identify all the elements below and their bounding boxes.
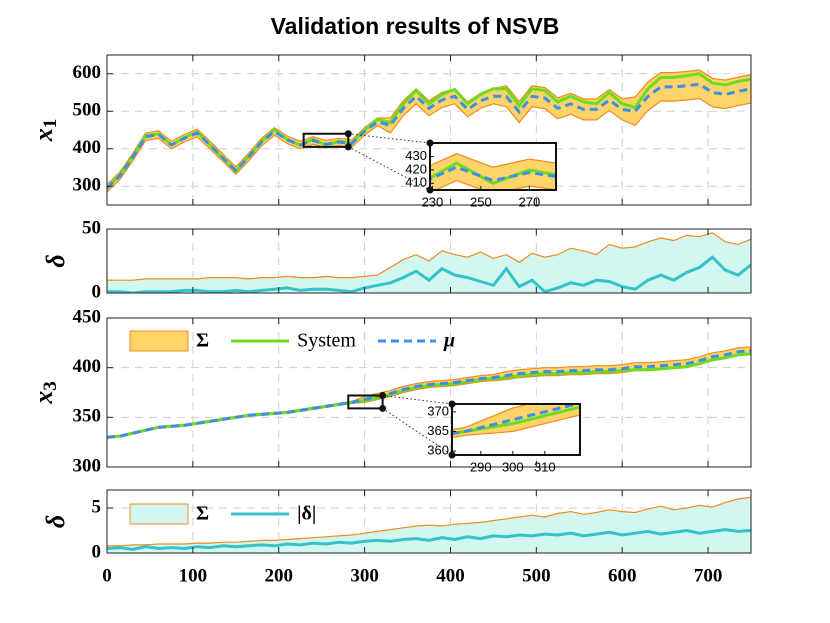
legend-label: System bbox=[297, 330, 356, 352]
y-tick-label: 0 bbox=[92, 541, 102, 562]
series-line bbox=[107, 255, 751, 293]
plot-area bbox=[107, 232, 751, 293]
inset-x-tick-label: 300 bbox=[502, 459, 524, 474]
inset: 290 300 310 360 365 370 bbox=[427, 403, 581, 474]
y-axis-label: δ bbox=[41, 515, 70, 528]
y-axis-label: x3 bbox=[29, 381, 61, 405]
zoom-box bbox=[347, 394, 384, 410]
x-tick-label: 700 bbox=[694, 565, 723, 586]
axes-frame bbox=[106, 228, 752, 294]
connector-dot bbox=[426, 139, 434, 147]
connector-dot bbox=[448, 451, 456, 459]
y-tick-label: 450 bbox=[73, 306, 102, 327]
band-edge bbox=[107, 69, 751, 185]
panel: 300 350 400 450 x3 bbox=[29, 306, 752, 476]
y-tick-label: 300 bbox=[73, 455, 102, 476]
axes-frame bbox=[106, 54, 752, 206]
plot-area bbox=[107, 346, 751, 439]
inset-x-tick-label: 290 bbox=[470, 459, 492, 474]
legend-label: Σ bbox=[196, 330, 209, 352]
legend-swatch bbox=[129, 330, 189, 352]
x-tick-label: 600 bbox=[608, 565, 637, 586]
y-tick-label: 400 bbox=[73, 356, 102, 377]
subscript: 1 bbox=[40, 119, 61, 129]
inset-y-tick-label: 370 bbox=[427, 403, 449, 418]
inset-y-tick-label: 430 bbox=[405, 148, 427, 163]
inset-y-tick-label: 365 bbox=[427, 423, 449, 438]
y-axis-label: x1 bbox=[29, 119, 61, 143]
y-tick-label: 300 bbox=[73, 175, 102, 196]
y-tick-label: 0 bbox=[92, 281, 102, 302]
sigma-edge bbox=[107, 496, 751, 547]
inset-x-tick-label: 250 bbox=[470, 194, 492, 209]
series-line bbox=[107, 349, 751, 439]
sigma-band bbox=[430, 153, 556, 190]
y-tick-label: 400 bbox=[73, 137, 102, 158]
chart-title: Validation results of NSVB bbox=[271, 13, 560, 39]
sigma-area bbox=[107, 232, 751, 293]
y-tick-label: 5 bbox=[92, 496, 102, 517]
zoom-connector bbox=[348, 146, 431, 191]
inset-y-tick-label: 360 bbox=[427, 443, 449, 458]
plot-area bbox=[107, 496, 751, 553]
x-tick-label: 100 bbox=[179, 565, 208, 586]
x-tick-label: 200 bbox=[264, 565, 293, 586]
sigma-band bbox=[107, 70, 751, 192]
zoom-box bbox=[302, 132, 350, 148]
panel: 300 400 500 600 x1 bbox=[29, 54, 752, 206]
x-tick-label: 300 bbox=[350, 565, 379, 586]
x-tick-label: 500 bbox=[522, 565, 551, 586]
legend: Σ System μ bbox=[129, 330, 455, 352]
inset-y-tick-label: 420 bbox=[405, 161, 427, 176]
axes-frame bbox=[106, 317, 752, 468]
inset-x-tick-label: 230 bbox=[422, 194, 444, 209]
connector-dot bbox=[379, 404, 387, 412]
inset-x-tick-label: 270 bbox=[518, 194, 540, 209]
x-tick-label: 0 bbox=[102, 565, 112, 586]
inset-y-tick-label: 410 bbox=[405, 175, 427, 190]
series-line bbox=[107, 82, 751, 190]
axes-frame bbox=[106, 489, 752, 554]
connector-dot bbox=[426, 186, 434, 194]
panel: 0 50 δ bbox=[41, 217, 752, 302]
inset-frame bbox=[451, 403, 581, 456]
y-tick-label: 350 bbox=[73, 406, 102, 427]
panel: 0 100 200 300 400 500 600 700 0 5 δ bbox=[41, 489, 752, 586]
legend-label: Σ bbox=[196, 503, 209, 525]
legend: Σ |δ| bbox=[129, 503, 316, 525]
band-edge bbox=[107, 97, 751, 193]
legend-label: |δ| bbox=[297, 503, 316, 525]
y-tick-label: 500 bbox=[73, 100, 102, 121]
plot-area bbox=[452, 404, 580, 439]
zoom-connector bbox=[348, 133, 431, 144]
legend-swatch bbox=[129, 503, 189, 525]
plot-area bbox=[430, 153, 556, 190]
y-axis-label: δ bbox=[41, 254, 70, 267]
x-tick-label: 400 bbox=[436, 565, 465, 586]
legend-label: μ bbox=[443, 330, 455, 352]
series-line bbox=[107, 528, 751, 551]
sigma-edge bbox=[107, 232, 751, 281]
connector-dot bbox=[344, 143, 352, 151]
connector-dot bbox=[344, 130, 352, 138]
inset-x-tick-label: 310 bbox=[534, 459, 556, 474]
connector-dot bbox=[379, 391, 387, 399]
inset-frame bbox=[429, 142, 557, 191]
subscript: 3 bbox=[40, 381, 61, 391]
y-tick-label: 50 bbox=[82, 217, 101, 238]
connector-dot bbox=[448, 400, 456, 408]
plot-area bbox=[107, 69, 751, 193]
y-tick-label: 600 bbox=[73, 62, 102, 83]
